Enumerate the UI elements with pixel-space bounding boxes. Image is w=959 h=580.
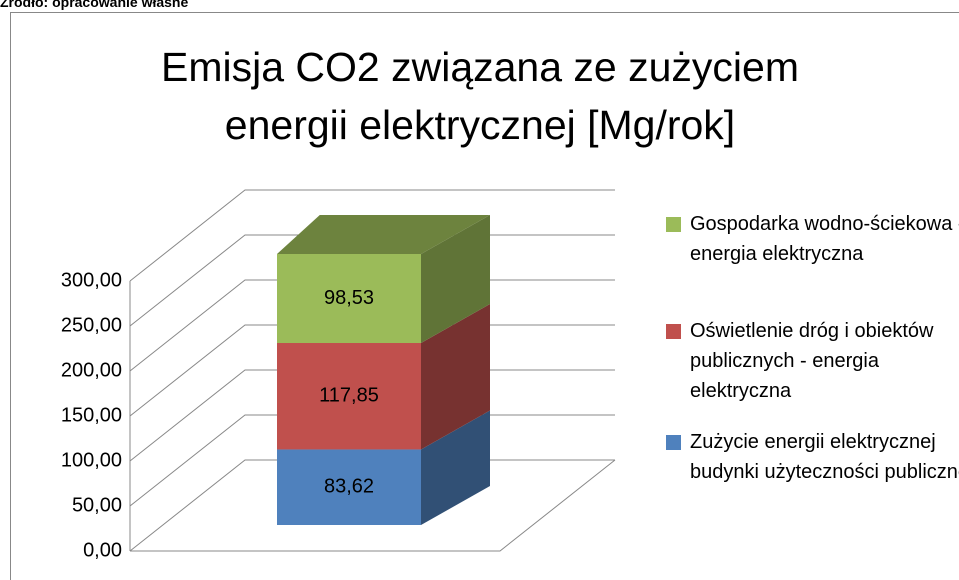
grid-line bbox=[129, 234, 615, 327]
legend-swatch bbox=[666, 435, 681, 450]
legend-swatch bbox=[666, 324, 681, 339]
grid-line bbox=[129, 279, 615, 372]
bar-side bbox=[421, 410, 490, 525]
legend-label: Zużycie energii elektrycznej budynki uży… bbox=[690, 431, 959, 483]
grid-line bbox=[129, 414, 615, 507]
y-tick-label: 300,00 bbox=[61, 269, 122, 291]
bar-top bbox=[277, 215, 490, 254]
chart-frame bbox=[10, 12, 959, 580]
legend-label: Gospodarka wodno-ściekowa - energia elek… bbox=[690, 213, 959, 265]
legend-item: Oświetlenie dróg i obiektów publicznych … bbox=[666, 316, 959, 406]
y-tick-label: 100,00 bbox=[61, 449, 122, 471]
y-tick-label: 50,00 bbox=[72, 494, 122, 516]
y-tick-label: 150,00 bbox=[61, 404, 122, 426]
grid-line bbox=[129, 369, 615, 462]
bar-side bbox=[421, 215, 490, 344]
y-tick-label: 200,00 bbox=[61, 359, 122, 381]
bar-segment bbox=[277, 449, 421, 525]
grid-line bbox=[129, 324, 615, 417]
chart-title: Emisja CO2 związana ze zużyciem energii … bbox=[161, 44, 799, 148]
floor-edge bbox=[130, 459, 616, 552]
y-tick-label: 250,00 bbox=[61, 314, 122, 336]
legend-item: Zużycie energii elektrycznej budynki uży… bbox=[666, 427, 959, 487]
value-label: 98,53 bbox=[324, 287, 374, 309]
value-label: 117,85 bbox=[319, 385, 379, 407]
bar-side bbox=[421, 304, 490, 450]
grid-line bbox=[129, 459, 615, 552]
legend-item: Gospodarka wodno-ściekowa - energia elek… bbox=[666, 209, 959, 269]
grid-line bbox=[129, 189, 615, 282]
y-tick-label: 0,00 bbox=[83, 539, 122, 561]
bar-segment bbox=[277, 254, 421, 344]
legend-swatch bbox=[666, 217, 681, 232]
legend-label: Oświetlenie dróg i obiektów publicznych … bbox=[690, 320, 934, 402]
bar-segment bbox=[277, 343, 421, 450]
source-note: Źródło: opracowanie własne bbox=[0, 0, 189, 10]
value-label: 83,62 bbox=[324, 476, 374, 498]
